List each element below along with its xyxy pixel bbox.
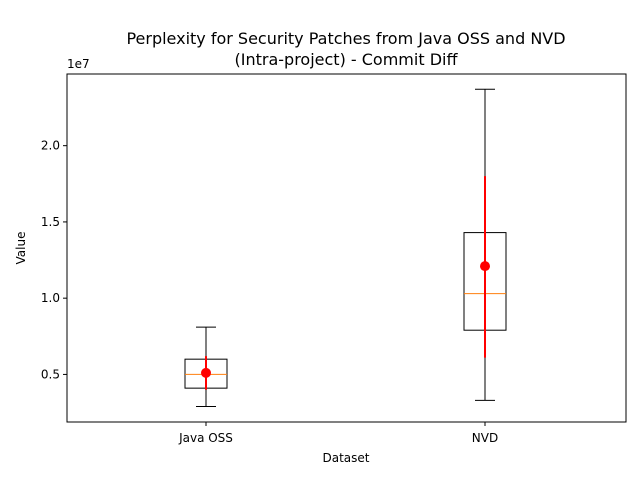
y-tick-label-2: 1.5 (41, 215, 60, 229)
chart-title-line-1: Perplexity for Security Patches from Jav… (126, 29, 565, 48)
x-axis-label: Dataset (323, 451, 370, 465)
box-group-0 (184, 326, 228, 407)
mean-marker (480, 261, 490, 272)
y-axis-label: Value (14, 232, 28, 265)
y-tick-label-0: 0.5 (41, 367, 60, 381)
chart-title-line-2: (Intra-project) - Commit Diff (235, 50, 459, 69)
y-tick-label-3: 2.0 (41, 139, 60, 153)
x-tick-label-0: Java OSS (178, 431, 233, 445)
box-group-1 (463, 88, 507, 401)
y-offset-label: 1e7 (67, 57, 90, 71)
x-axis: Java OSS NVD (178, 422, 498, 445)
plot-area: 0.5 1.0 1.5 2.0 Java OSS NVD (41, 73, 627, 445)
y-axis: 0.5 1.0 1.5 2.0 (41, 139, 67, 381)
plot-frame (66, 73, 627, 423)
mean-marker (201, 367, 211, 378)
x-tick-label-1: NVD (472, 431, 498, 445)
boxes (184, 88, 507, 407)
y-tick-label-1: 1.0 (41, 291, 60, 305)
